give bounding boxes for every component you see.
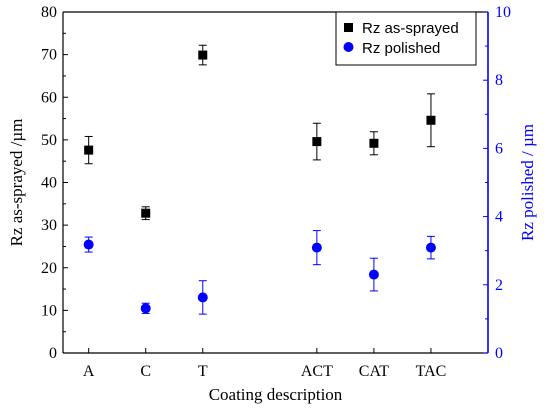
left-tick-label: 70	[41, 47, 57, 64]
right-tick-label: 4	[495, 209, 503, 226]
left-y-axis-title: Rz as-sprayed /µm	[7, 119, 26, 247]
right-y-axis-title: Rz polished / µm	[518, 124, 537, 241]
x-tick-label: CAT	[359, 363, 389, 380]
data-point-as-sprayed	[312, 137, 322, 147]
data-point-as-sprayed	[84, 145, 94, 155]
right-tick-label: 0	[495, 345, 503, 362]
legend-box	[335, 11, 477, 66]
legend-marker-polished	[343, 42, 354, 52]
x-tick-label: ACT	[301, 363, 333, 380]
right-tick-label: 8	[495, 72, 503, 89]
data-point-as-sprayed	[198, 50, 208, 60]
data-marks	[83, 44, 436, 315]
data-point-polished	[197, 292, 208, 303]
right-tick-label: 6	[495, 140, 503, 157]
left-tick-label: 30	[41, 217, 57, 234]
right-tick-label: 10	[495, 4, 511, 21]
data-point-polished	[425, 242, 436, 253]
x-axis-title: Coating description	[209, 385, 343, 404]
left-tick-label: 60	[41, 89, 57, 106]
data-point-as-sprayed	[141, 208, 151, 218]
left-tick-label: 10	[41, 302, 57, 319]
legend-marker-as-sprayed	[344, 23, 353, 32]
legend-label-as-sprayed: Rz as-sprayed	[362, 20, 459, 37]
data-point-as-sprayed	[369, 138, 379, 148]
right-tick-label: 2	[495, 277, 503, 294]
left-tick-label: 50	[41, 132, 57, 149]
legend: Rz as-sprayed Rz polished	[335, 11, 477, 66]
data-point-as-sprayed	[426, 115, 436, 125]
left-tick-label: 80	[41, 4, 57, 21]
x-tick-label: A	[83, 363, 95, 380]
x-tick-label: TAC	[416, 363, 447, 380]
data-point-polished	[140, 303, 151, 314]
legend-label-polished: Rz polished	[362, 40, 440, 57]
left-tick-label: 0	[49, 345, 57, 362]
data-point-polished	[311, 242, 322, 253]
left-tick-label: 40	[41, 175, 57, 192]
x-tick-label: C	[140, 363, 151, 380]
axis-labels: Coating description Rz as-sprayed /µm Rz…	[7, 119, 537, 404]
left-tick-label: 20	[41, 260, 57, 277]
data-point-polished	[83, 239, 94, 250]
x-tick-label: T	[198, 363, 208, 380]
data-point-polished	[368, 269, 379, 280]
